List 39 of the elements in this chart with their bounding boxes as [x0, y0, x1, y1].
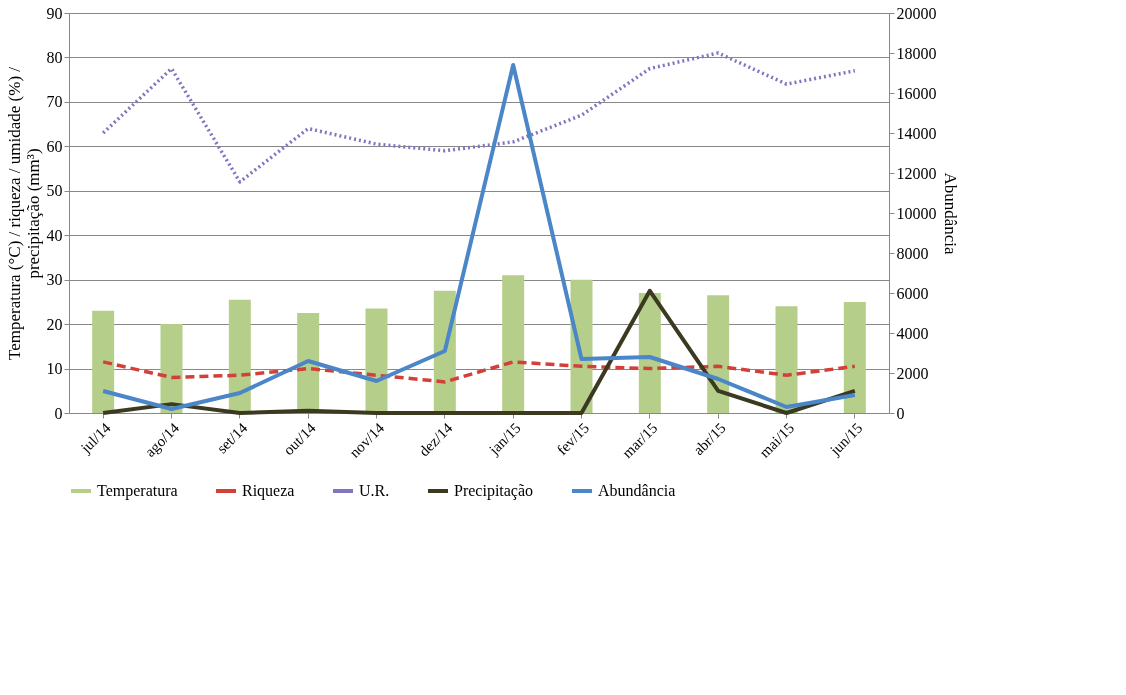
y-tick-label: 50	[46, 182, 63, 200]
y-tick-label: 40	[46, 226, 63, 244]
legend-label: Riqueza	[242, 482, 295, 500]
bar	[92, 310, 115, 413]
bar	[707, 295, 730, 413]
y2-tick-label: 14000	[896, 124, 937, 142]
line-series	[101, 360, 857, 384]
bar	[843, 301, 866, 413]
y2-tick-label: 8000	[896, 244, 929, 262]
y-tick-label: 80	[46, 48, 63, 66]
y2-tick-label: 4000	[896, 324, 929, 342]
y2-tick-label: 6000	[896, 284, 929, 302]
legend-label: U.R.	[359, 482, 390, 499]
legend-label: Abundância	[598, 482, 676, 499]
y2-tick-label: 0	[896, 404, 905, 422]
legend-label: Precipitação	[454, 482, 534, 500]
bar	[502, 275, 525, 413]
y-tick-label: 30	[46, 271, 63, 289]
line-series	[101, 63, 857, 411]
line-series	[101, 51, 857, 184]
y2-tick-label: 20000	[896, 4, 937, 22]
y-axis-title: Temperatura (°C) / riqueza / umidade (%) / precipitação (mm³)	[4, 66, 43, 361]
y-tick-label: 90	[46, 4, 63, 22]
y2-tick-label: 12000	[896, 164, 937, 182]
y2-tick-label: 10000	[896, 204, 937, 222]
y-tick-label: 10	[46, 360, 63, 378]
y2-tick-label: 18000	[896, 44, 937, 62]
bar	[365, 308, 388, 413]
y-tick-label: 20	[46, 315, 63, 333]
y-tick-label: 60	[46, 137, 63, 155]
y-tick-label: 0	[54, 404, 63, 422]
y2-axis-title: Abundância	[940, 172, 960, 256]
y2-tick-label: 16000	[896, 84, 937, 102]
line-series	[101, 288, 857, 415]
legend-label: Temperatura	[97, 482, 178, 500]
bar	[228, 299, 251, 413]
y-tick-label: 70	[46, 93, 63, 111]
y2-tick-label: 2000	[896, 364, 929, 382]
bar	[775, 306, 798, 413]
